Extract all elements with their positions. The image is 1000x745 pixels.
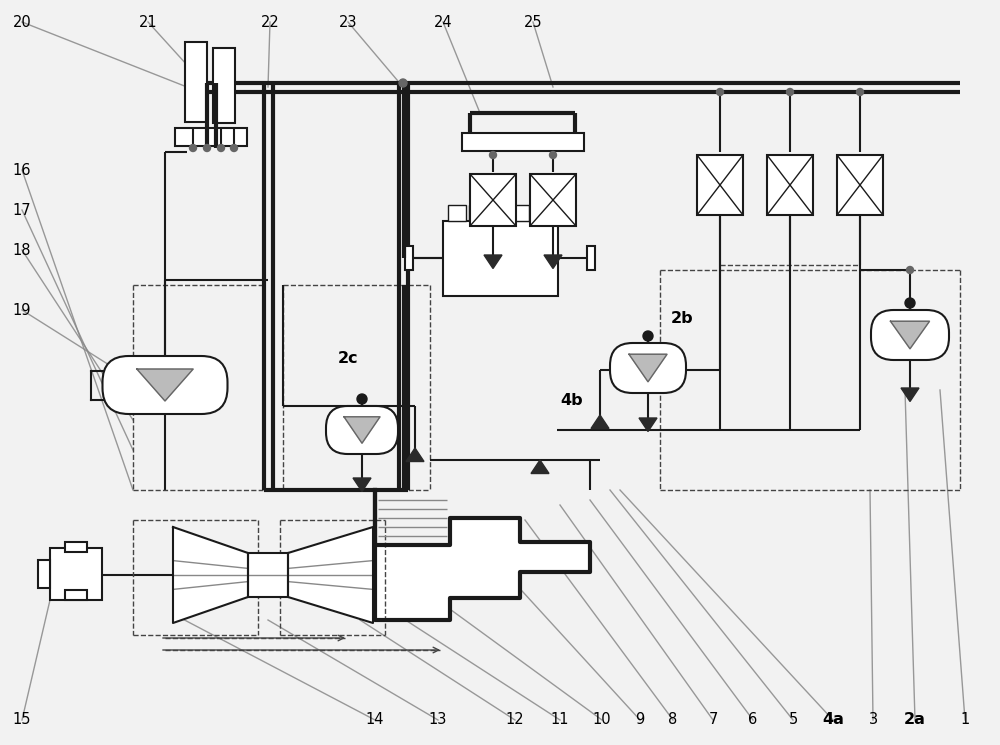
Text: 2b: 2b [671, 311, 693, 326]
Text: 21: 21 [139, 14, 157, 30]
Polygon shape [353, 478, 371, 492]
Bar [65, 590, 87, 600]
Circle shape [490, 151, 497, 159]
Text: 20: 20 [13, 14, 31, 30]
Polygon shape [288, 527, 373, 623]
Text: 14: 14 [366, 712, 384, 728]
Polygon shape [891, 321, 930, 349]
Polygon shape [484, 255, 502, 268]
Text: 4a: 4a [822, 712, 844, 728]
Bar [405, 246, 413, 270]
Text: 10: 10 [593, 712, 611, 728]
Circle shape [399, 79, 407, 87]
Polygon shape [544, 255, 562, 268]
Polygon shape [531, 460, 549, 474]
Text: 17: 17 [13, 203, 31, 218]
Polygon shape [137, 369, 193, 401]
Circle shape [786, 89, 794, 95]
Bar [213, 48, 235, 123]
Bar [490, 205, 508, 221]
Text: 23: 23 [339, 14, 357, 30]
Circle shape [204, 145, 211, 151]
Polygon shape [901, 388, 919, 402]
Circle shape [218, 145, 225, 151]
Text: 16: 16 [13, 162, 31, 177]
Circle shape [856, 89, 864, 95]
Text: 22: 22 [261, 14, 279, 30]
Text: 13: 13 [429, 712, 447, 728]
Text: 1: 1 [960, 712, 970, 728]
Circle shape [906, 267, 914, 273]
Circle shape [550, 151, 556, 159]
Bar [530, 174, 576, 226]
Bar [175, 128, 247, 146]
Text: 15: 15 [13, 712, 31, 728]
Circle shape [357, 394, 367, 404]
Circle shape [190, 145, 197, 151]
Text: 9: 9 [635, 712, 645, 728]
Polygon shape [375, 490, 590, 620]
Text: 6: 6 [748, 712, 758, 728]
Bar [448, 205, 466, 221]
FancyBboxPatch shape [871, 310, 949, 360]
Bar [462, 133, 584, 151]
Text: 8: 8 [668, 712, 678, 728]
Text: 2c: 2c [338, 350, 358, 366]
Bar [38, 560, 50, 588]
Circle shape [716, 89, 724, 95]
FancyBboxPatch shape [610, 343, 686, 393]
Text: 18: 18 [13, 243, 31, 258]
Text: 24: 24 [434, 14, 452, 30]
Bar [50, 548, 102, 600]
Text: 12: 12 [506, 712, 524, 728]
Text: 3: 3 [868, 712, 878, 728]
Polygon shape [173, 527, 248, 623]
Text: 19: 19 [13, 302, 31, 317]
Bar [248, 553, 288, 597]
Bar [837, 155, 883, 215]
Text: 25: 25 [524, 14, 542, 30]
Polygon shape [344, 416, 380, 443]
Bar [443, 221, 558, 296]
Text: 11: 11 [551, 712, 569, 728]
Bar [697, 155, 743, 215]
Bar [469, 205, 487, 221]
FancyBboxPatch shape [103, 356, 228, 414]
Bar [65, 542, 87, 552]
FancyBboxPatch shape [326, 406, 398, 454]
Text: 7: 7 [708, 712, 718, 728]
Bar [767, 155, 813, 215]
Bar [470, 174, 516, 226]
Text: 5: 5 [788, 712, 798, 728]
Polygon shape [629, 355, 667, 381]
Circle shape [643, 331, 653, 341]
Bar [511, 205, 529, 221]
Text: 4b: 4b [561, 393, 583, 408]
Polygon shape [639, 418, 657, 431]
Circle shape [905, 298, 915, 308]
Polygon shape [406, 448, 424, 461]
Circle shape [231, 145, 238, 151]
Bar [587, 246, 595, 270]
Bar [532, 205, 550, 221]
Polygon shape [591, 415, 609, 428]
Text: 2a: 2a [904, 712, 926, 728]
Bar [185, 42, 207, 122]
